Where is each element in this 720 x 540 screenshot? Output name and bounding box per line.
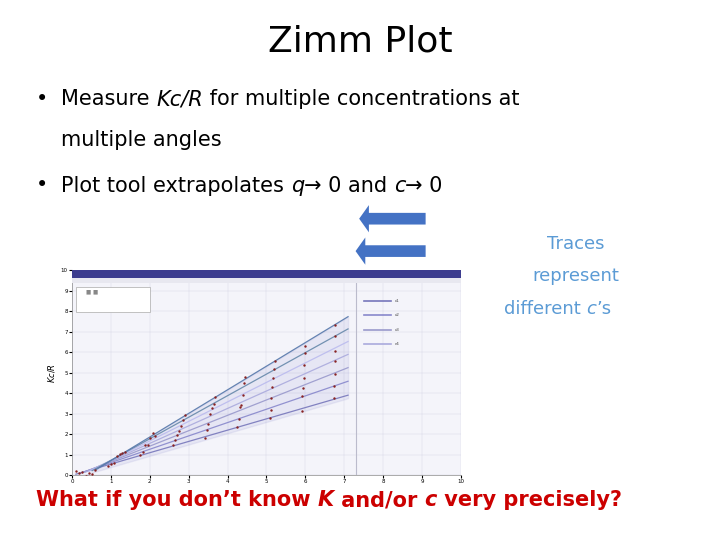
Point (140, 441, 151, 449)
Point (177, 415, 189, 424)
Point (199, 434, 211, 442)
Text: c2: c2 (395, 313, 400, 317)
Point (174, 427, 185, 436)
Point (299, 348, 310, 357)
Point (108, 458, 120, 467)
Point (300, 341, 311, 350)
Text: Measure: Measure (61, 89, 156, 109)
Text: Zimm Plot: Zimm Plot (268, 24, 452, 58)
Text: •: • (36, 89, 48, 109)
Point (264, 414, 275, 422)
Point (328, 393, 340, 402)
Point (70, 467, 81, 476)
Point (232, 423, 243, 431)
Point (233, 415, 244, 423)
Point (329, 347, 341, 355)
Point (238, 379, 250, 388)
Text: for multiple concentrations at: for multiple concentrations at (203, 89, 520, 109)
Text: Kc/R: Kc/R (156, 89, 203, 109)
Point (76, 468, 88, 477)
Text: c: c (394, 176, 405, 195)
Y-axis label: $Kc/R$: $Kc/R$ (45, 363, 57, 382)
Point (83, 469, 94, 478)
Point (234, 403, 246, 411)
Text: c: c (425, 490, 437, 510)
Bar (72, 270, 461, 278)
Point (208, 400, 220, 409)
Point (266, 383, 278, 391)
Point (237, 390, 248, 399)
Point (269, 357, 281, 366)
Point (120, 448, 131, 457)
Text: c4: c4 (395, 342, 400, 346)
Point (114, 449, 125, 458)
Point (298, 374, 310, 382)
Point (210, 393, 221, 402)
Point (206, 404, 217, 413)
Point (102, 461, 114, 470)
Text: very precisely?: very precisely? (437, 490, 622, 510)
Point (117, 449, 128, 457)
Point (147, 429, 158, 438)
Point (329, 332, 341, 340)
Point (138, 448, 149, 456)
Point (329, 357, 341, 366)
Point (111, 452, 122, 461)
Point (86, 469, 98, 478)
Point (201, 426, 212, 435)
Point (235, 401, 247, 409)
Point (204, 410, 216, 419)
Text: Plot tool extrapolates: Plot tool extrapolates (61, 176, 291, 195)
Point (268, 374, 279, 382)
Point (298, 360, 310, 369)
Text: •: • (36, 176, 48, 195)
Text: K: K (318, 490, 334, 510)
Text: q: q (291, 176, 304, 195)
Point (167, 441, 179, 450)
Text: and/or: and/or (334, 490, 425, 510)
Point (179, 410, 191, 419)
Text: What if you don’t know: What if you don’t know (36, 490, 318, 510)
Text: ■ ■: ■ ■ (86, 289, 98, 295)
Point (176, 421, 187, 430)
Point (265, 406, 276, 415)
Point (269, 365, 280, 374)
Bar (72, 278, 461, 284)
Point (73, 468, 85, 477)
Point (142, 441, 153, 449)
Text: → 0 and: → 0 and (304, 176, 394, 195)
Text: ’s: ’s (596, 300, 611, 318)
Point (203, 419, 215, 428)
Point (328, 381, 340, 390)
Text: Traces: Traces (547, 235, 605, 253)
Text: different: different (504, 300, 587, 318)
Point (80, 471, 91, 480)
Text: c3: c3 (395, 327, 400, 332)
Point (266, 394, 277, 402)
Point (296, 407, 307, 416)
Point (171, 431, 183, 440)
Point (135, 451, 146, 460)
Point (240, 373, 251, 381)
Text: → 0: → 0 (405, 176, 443, 195)
Point (89, 466, 101, 475)
Point (330, 320, 341, 329)
Point (329, 369, 341, 378)
Point (169, 435, 181, 444)
Point (297, 392, 308, 400)
Text: c: c (587, 300, 596, 318)
FancyBboxPatch shape (76, 287, 150, 312)
Point (145, 434, 156, 442)
Point (150, 431, 161, 440)
Text: multiple angles: multiple angles (61, 130, 222, 150)
Text: c1: c1 (395, 299, 400, 303)
Point (297, 383, 309, 392)
Point (105, 459, 117, 468)
Text: represent: represent (533, 267, 619, 285)
